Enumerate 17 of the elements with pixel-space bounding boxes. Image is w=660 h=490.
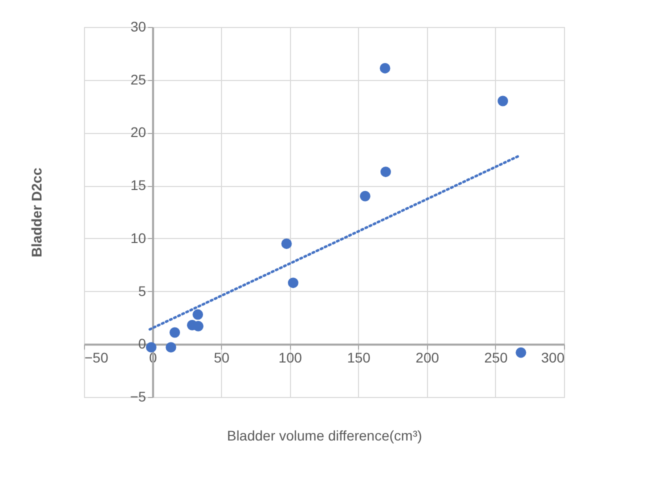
x-tick-label: 50 bbox=[214, 350, 230, 366]
y-tick-label: 10 bbox=[130, 230, 146, 246]
y-tick-label: −5 bbox=[130, 388, 146, 404]
y-tick-label: 30 bbox=[130, 18, 146, 34]
y-tick-label: 5 bbox=[138, 282, 146, 299]
y-tick-label: 25 bbox=[130, 71, 146, 88]
y-tick-label: 0 bbox=[138, 336, 146, 352]
x-tick-label: 300 bbox=[541, 350, 565, 366]
x-tick-label: −50 bbox=[84, 350, 108, 366]
y-tick-label: 20 bbox=[130, 124, 146, 140]
x-axis-title: Bladder volume difference(cm³) bbox=[226, 428, 422, 444]
y-tick-label: 15 bbox=[130, 177, 146, 194]
x-tick-label: 250 bbox=[484, 350, 508, 366]
y-axis-title: Bladder D2cc bbox=[28, 168, 44, 258]
x-tick-label: 200 bbox=[416, 350, 440, 366]
x-tick-label: 100 bbox=[278, 350, 302, 366]
x-tick-label: 150 bbox=[347, 350, 371, 366]
